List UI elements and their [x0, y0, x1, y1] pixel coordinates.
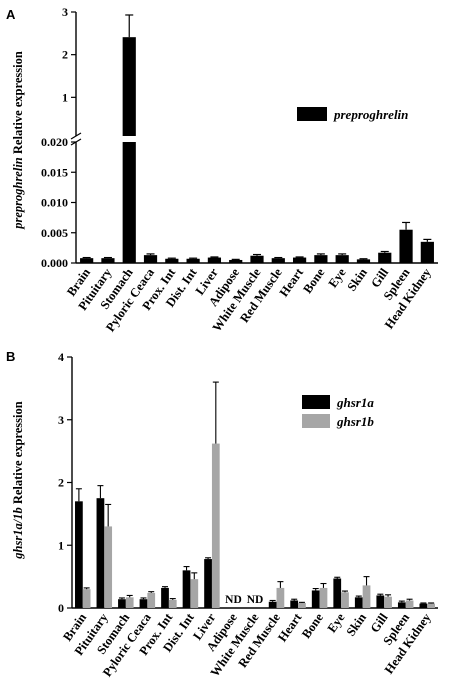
legend-swatch-preproghrelin	[297, 107, 327, 121]
bar-prox-int	[165, 258, 179, 263]
bar-ghsr1a-eye	[333, 578, 342, 608]
bar-eye	[335, 255, 349, 263]
y-tick-label: 1	[62, 90, 68, 104]
bar-spleen	[399, 229, 413, 263]
bar-ghsr1a-dist-int	[182, 570, 191, 608]
bar-white-muscle	[250, 255, 264, 263]
nd-label: ND	[225, 594, 242, 606]
bar-head-kidney	[420, 241, 434, 263]
bar-ghsr1b-bone	[319, 587, 328, 608]
bar-heart	[292, 257, 307, 263]
bar-ghsr1a-brain	[75, 501, 83, 608]
y-tick-label: 0.010	[41, 196, 68, 210]
y-tick-label: 0.015	[41, 165, 68, 179]
y-tick-label: 4	[58, 350, 64, 364]
y-tick-label: 3	[58, 413, 64, 427]
bar-ghsr1b-pyloric-ceaca	[147, 592, 156, 608]
y-tick-label: 0	[58, 601, 64, 615]
bar-ghsr1a-head-kidney	[419, 603, 428, 608]
chart-a: 0.000 0.005 0.010 0.015 0.020 1 2 3 preproghreli…	[11, 5, 438, 334]
bar-ghsr1a-liver	[204, 559, 212, 608]
bar-ghsr1b-dist-int	[190, 579, 199, 608]
x-tick-label: Heart	[275, 610, 305, 644]
bar-ghsr1b-gill	[384, 596, 392, 608]
bar-ghsr1b-pituitary	[104, 526, 113, 608]
bar-ghsr1a-bone	[311, 590, 320, 608]
bar-ghsr1b-head-kidney	[427, 603, 435, 608]
bar-ghsr1a-gill	[376, 595, 385, 608]
y-axis-label-gene: ghsr1a/1b	[11, 507, 25, 559]
y-axis-label: ghsr1a/1b Relative expression	[11, 401, 25, 559]
bar-adipose	[229, 259, 243, 263]
bar-gill	[378, 252, 392, 263]
y-axis-label: preproghrelin Relative expression	[11, 51, 25, 230]
legend-label-ghsr1a: ghsr1a	[336, 395, 374, 410]
bar-stomach	[122, 142, 136, 263]
bar-ghsr1a-spleen	[397, 602, 406, 608]
y-axis-label-text: Relative expression	[11, 51, 25, 157]
bar-bone	[314, 255, 328, 263]
bar-ghsr1b-stomach	[125, 597, 134, 608]
bar-ghsr1b-liver	[211, 443, 220, 608]
bar-skin	[356, 259, 371, 263]
bar-pyloric-ceaca	[143, 255, 158, 263]
x-tick-label: Bone	[300, 265, 327, 296]
bar-ghsr1b-eye	[341, 592, 349, 608]
y-tick-label: 3	[62, 5, 68, 19]
y-axis-label-gene: preproghrelin	[11, 157, 25, 230]
bar-ghsr1a-red-muscle	[268, 601, 277, 608]
bar-ghsr1b-heart	[298, 602, 306, 608]
bar-ghsr1a-stomach	[118, 599, 126, 608]
bar-liver	[207, 257, 222, 263]
y-tick-label: 0.000	[41, 256, 68, 270]
panel-a-letter: A	[6, 7, 16, 22]
y-tick-label: 2	[62, 48, 68, 62]
y-tick-label: 2	[58, 476, 64, 490]
bar-ghsr1a-heart	[290, 600, 299, 608]
nd-label: ND	[247, 594, 264, 606]
legend-swatch-ghsr1a	[302, 395, 330, 409]
x-tick-label: Skin	[344, 611, 369, 639]
y-tick-label: 0.005	[41, 226, 68, 240]
x-tick-label: Skin	[344, 266, 369, 294]
bar-ghsr1a-pituitary	[96, 498, 105, 608]
bar-ghsr1b-spleen	[405, 600, 414, 608]
bar-ghsr1a-prox-int	[161, 587, 169, 608]
bar-ghsr1b-skin	[362, 585, 371, 608]
bar-dist-int	[186, 258, 200, 263]
y-tick-label: 0.020	[41, 135, 68, 149]
y-tick-label: 1	[58, 538, 64, 552]
bar-brain	[80, 258, 94, 263]
legend-label-ghsr1b: ghsr1b	[336, 414, 374, 429]
panel-b-letter: B	[6, 349, 15, 364]
bar-ghsr1a-pyloric-ceaca	[139, 599, 148, 608]
bar-pituitary	[101, 258, 115, 263]
bar-ghsr1b-prox-int	[168, 599, 177, 608]
axis-break-mark	[70, 132, 82, 140]
bar-red-muscle	[271, 258, 285, 263]
y-axis-label-text: Relative expression	[11, 401, 25, 507]
legend-label-preproghrelin: preproghrelin	[333, 107, 408, 122]
x-tick-label: Bone	[299, 610, 326, 641]
x-tick-label: Heart	[277, 265, 307, 299]
bar-ghsr1a-skin	[354, 597, 363, 608]
bar-ghsr1b-red-muscle	[276, 587, 285, 608]
bar-stomach-upper	[122, 37, 136, 136]
bar-ghsr1b-brain	[82, 589, 91, 608]
legend-swatch-ghsr1b	[302, 414, 330, 428]
